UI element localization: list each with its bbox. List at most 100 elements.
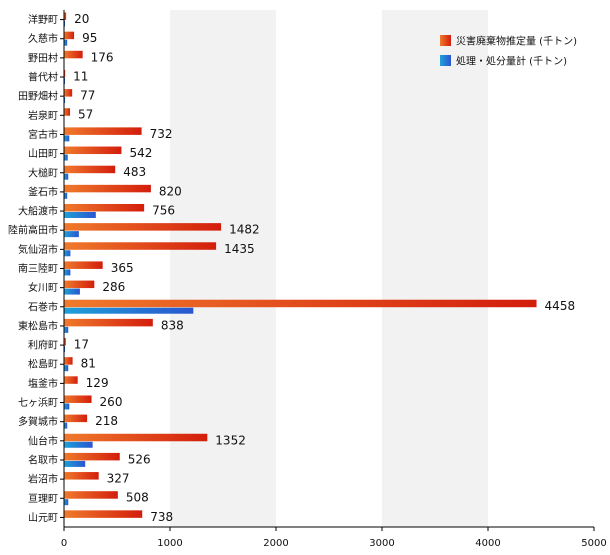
- grid-band: [170, 10, 276, 527]
- value-label: 526: [128, 452, 151, 466]
- bar-secondary: [64, 39, 68, 46]
- value-label: 4458: [545, 299, 576, 313]
- category-label: 亘理町: [28, 493, 58, 505]
- value-label: 365: [111, 261, 134, 275]
- bar-primary: [64, 318, 153, 327]
- category-label: 岩泉町: [28, 109, 58, 122]
- bar-secondary: [64, 403, 70, 410]
- bar-secondary: [64, 499, 69, 506]
- bar-primary: [64, 12, 67, 20]
- value-label: 95: [82, 31, 97, 45]
- value-label: 1435: [224, 242, 255, 256]
- value-label: 732: [150, 127, 173, 141]
- category-label: 利府町: [28, 339, 58, 352]
- category-label: 名取市: [28, 453, 58, 466]
- bar-secondary: [64, 307, 194, 314]
- value-label: 738: [150, 510, 173, 524]
- bar-primary: [64, 108, 71, 116]
- bar-primary: [64, 414, 88, 423]
- bar-primary: [64, 89, 73, 97]
- bar-primary: [64, 261, 103, 269]
- category-label: 石巻市: [28, 300, 58, 313]
- value-label: 176: [91, 50, 114, 64]
- legend: 災害廃棄物推定量 (千トン) 処理・処分量計 (千トン): [440, 35, 577, 68]
- x-tick-label: 3000: [369, 538, 394, 549]
- value-label: 327: [107, 472, 130, 486]
- value-label: 1352: [215, 433, 246, 447]
- bar-secondary: [64, 422, 68, 429]
- bar-primary: [64, 280, 95, 289]
- category-label: 岩沼市: [28, 473, 58, 486]
- axes: [60, 10, 595, 531]
- bar-primary: [64, 491, 118, 499]
- category-label: 女川町: [28, 281, 58, 294]
- bar-primary: [64, 165, 116, 174]
- value-label: 820: [159, 184, 182, 198]
- value-label: 483: [123, 165, 146, 179]
- bar-primary: [64, 299, 537, 308]
- legend-swatch: [440, 35, 451, 46]
- category-label: 多賀城市: [18, 415, 58, 428]
- bar-secondary: [64, 173, 69, 180]
- value-label: 286: [102, 280, 125, 294]
- category-label: 田野畑村: [18, 90, 58, 103]
- category-label: 釜石市: [28, 185, 58, 198]
- bar-primary: [64, 203, 145, 212]
- bar-secondary: [64, 250, 71, 257]
- grid-bands: [170, 10, 488, 527]
- legend-label: 災害廃棄物推定量 (千トン): [456, 35, 577, 48]
- x-tick-label: 2000: [263, 538, 288, 549]
- category-label: 野田村: [28, 51, 58, 64]
- category-label: 大船渡市: [18, 205, 58, 218]
- value-label: 57: [78, 108, 93, 122]
- bar-primary: [64, 452, 120, 461]
- bar-secondary: [64, 365, 69, 372]
- bar-primary: [64, 357, 73, 365]
- category-label: 普代村: [28, 71, 58, 84]
- category-label: 七ヶ浜町: [18, 397, 58, 409]
- value-label: 1482: [229, 223, 260, 237]
- bar-primary: [64, 395, 92, 403]
- bar-primary: [64, 376, 78, 384]
- bar-secondary: [64, 326, 69, 333]
- category-label: 塩釜市: [28, 377, 58, 390]
- bar-secondary: [64, 97, 66, 104]
- category-label: 東松島市: [18, 319, 58, 332]
- value-label: 20: [74, 12, 89, 26]
- x-tick-label: 0: [61, 538, 67, 549]
- x-tick-label: 1000: [157, 538, 182, 549]
- bar-secondary: [64, 231, 79, 238]
- bar-primary: [64, 223, 222, 231]
- value-label: 260: [100, 395, 123, 409]
- bar-primary: [64, 50, 83, 59]
- bar-primary: [64, 127, 142, 135]
- category-label: 陸前高田市: [8, 224, 58, 237]
- bar-secondary: [64, 192, 68, 199]
- bar-secondary: [64, 441, 93, 448]
- category-label: 山元町: [28, 512, 58, 524]
- bar-primary: [64, 31, 75, 40]
- x-tick-label: 4000: [475, 538, 500, 549]
- legend-label: 処理・処分量計 (千トン): [456, 55, 567, 68]
- category-label: 松島町: [28, 358, 58, 371]
- value-label: 11: [73, 69, 88, 83]
- category-label: 久慈市: [28, 32, 58, 45]
- x-tick-label: 5000: [581, 538, 606, 549]
- value-label: 508: [126, 491, 149, 505]
- bar-primary: [64, 510, 143, 518]
- category-label: 仙台市: [28, 434, 58, 447]
- legend-swatch: [440, 55, 451, 66]
- bar-primary: [64, 146, 122, 155]
- bar-primary: [64, 338, 66, 346]
- category-label: 大槌町: [28, 166, 58, 179]
- value-label: 542: [129, 146, 152, 160]
- bar-primary: [64, 184, 151, 193]
- bar-secondary: [64, 269, 71, 276]
- bar-primary: [64, 69, 66, 78]
- category-label: 南三陸町: [18, 262, 58, 275]
- bar-primary: [64, 472, 99, 480]
- value-label: 17: [74, 338, 89, 352]
- category-label: 山田町: [28, 148, 58, 160]
- grid-band: [382, 10, 488, 527]
